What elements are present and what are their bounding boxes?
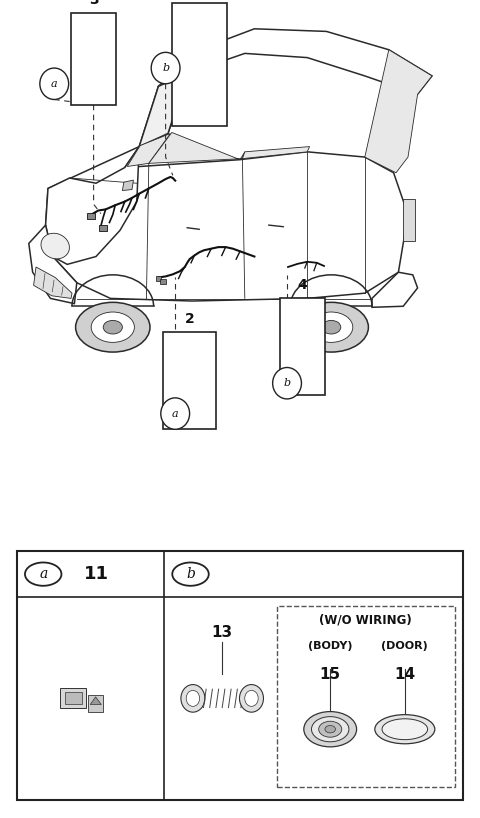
Ellipse shape <box>310 312 353 343</box>
FancyBboxPatch shape <box>71 13 117 105</box>
Text: b: b <box>162 63 169 73</box>
Text: (W/O WIRING): (W/O WIRING) <box>319 614 412 627</box>
Circle shape <box>40 68 69 100</box>
Polygon shape <box>122 180 133 191</box>
Text: (BODY): (BODY) <box>308 641 352 651</box>
Bar <box>160 279 166 285</box>
FancyBboxPatch shape <box>17 551 463 800</box>
Polygon shape <box>29 225 77 303</box>
Circle shape <box>161 398 190 429</box>
FancyBboxPatch shape <box>88 695 103 712</box>
FancyBboxPatch shape <box>279 299 325 395</box>
Ellipse shape <box>294 303 369 352</box>
FancyBboxPatch shape <box>60 688 86 708</box>
Polygon shape <box>46 146 139 264</box>
FancyBboxPatch shape <box>163 332 216 429</box>
Ellipse shape <box>304 712 357 747</box>
Ellipse shape <box>375 715 435 744</box>
Ellipse shape <box>319 721 342 737</box>
Text: 4: 4 <box>298 278 307 292</box>
Text: b: b <box>186 567 195 581</box>
Text: 2: 2 <box>185 312 194 326</box>
Ellipse shape <box>75 303 150 352</box>
Ellipse shape <box>41 233 70 258</box>
Ellipse shape <box>103 321 122 334</box>
Text: a: a <box>51 79 58 89</box>
Ellipse shape <box>181 685 205 712</box>
Circle shape <box>25 563 61 586</box>
Text: (DOOR): (DOOR) <box>382 641 428 651</box>
FancyBboxPatch shape <box>172 2 227 126</box>
Polygon shape <box>242 146 310 159</box>
Polygon shape <box>34 267 72 299</box>
Ellipse shape <box>186 690 200 706</box>
Polygon shape <box>139 74 187 146</box>
Text: 11: 11 <box>84 565 108 583</box>
FancyBboxPatch shape <box>277 605 455 787</box>
Ellipse shape <box>325 726 336 733</box>
Polygon shape <box>365 50 432 173</box>
Bar <box>156 276 161 281</box>
Polygon shape <box>90 697 101 704</box>
Text: 3: 3 <box>89 0 98 7</box>
FancyBboxPatch shape <box>65 692 82 703</box>
Polygon shape <box>149 133 245 164</box>
Bar <box>99 225 107 231</box>
Polygon shape <box>372 272 418 308</box>
Bar <box>87 213 95 219</box>
Text: a: a <box>39 567 48 581</box>
Text: a: a <box>172 408 179 419</box>
Bar <box>403 199 415 240</box>
Ellipse shape <box>382 719 428 739</box>
Circle shape <box>273 367 301 399</box>
Ellipse shape <box>240 685 264 712</box>
Text: 15: 15 <box>320 667 341 682</box>
Polygon shape <box>158 29 432 101</box>
Text: 13: 13 <box>211 625 232 640</box>
Circle shape <box>151 52 180 83</box>
Ellipse shape <box>91 312 134 343</box>
Polygon shape <box>46 74 408 301</box>
Text: b: b <box>284 378 290 389</box>
Ellipse shape <box>322 321 341 334</box>
Ellipse shape <box>312 717 349 742</box>
Circle shape <box>172 563 209 586</box>
Ellipse shape <box>245 690 258 706</box>
Text: 14: 14 <box>394 667 415 682</box>
Polygon shape <box>127 133 170 167</box>
